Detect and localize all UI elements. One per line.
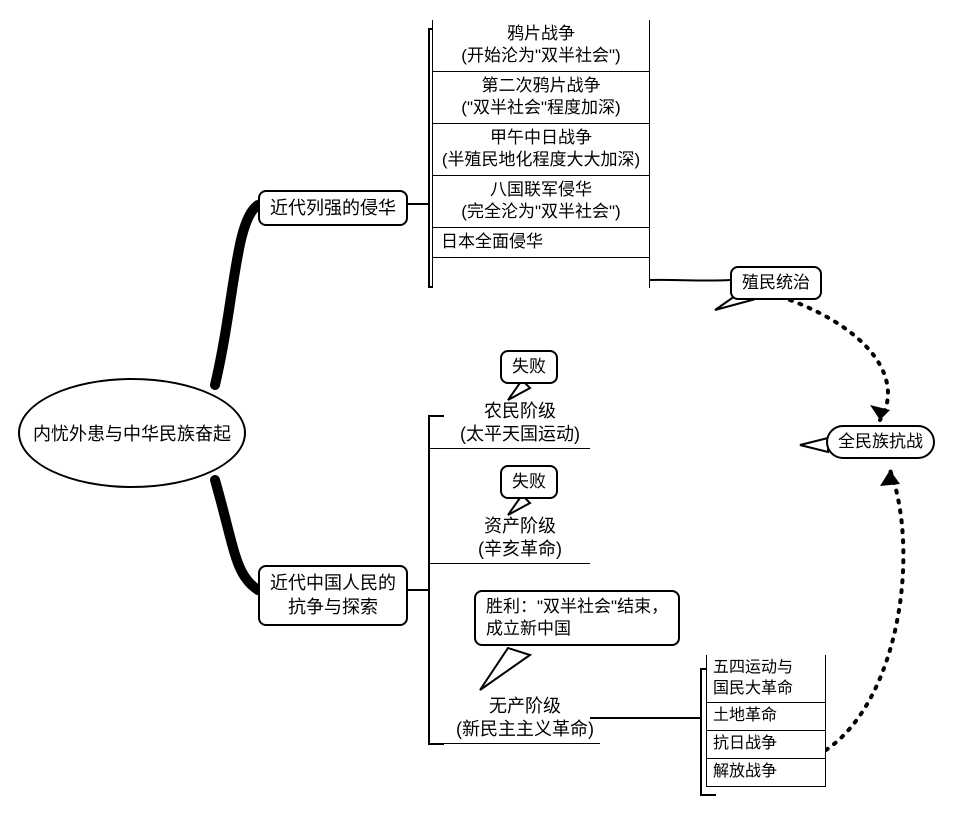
c3-children-bracket — [700, 668, 702, 796]
c3-sub: (新民主主义革命) — [440, 718, 610, 741]
war-5-title: 日本全面侵华 — [441, 232, 543, 251]
resistance-label: 全民族抗战 — [838, 432, 923, 451]
c1-tag: 失败 — [500, 350, 558, 384]
c3-child-1-l1: 五四运动与 — [713, 658, 819, 679]
wars-bracket — [428, 28, 430, 288]
war-1-sub: (开始沦为"双半社会") — [439, 45, 643, 67]
c2-node: 资产阶级 (辛亥革命) — [440, 515, 600, 562]
war-2-sub: ("双半社会"程度加深) — [439, 97, 643, 119]
c3-victory: 胜利："双半社会"结束， 成立新中国 — [474, 590, 680, 646]
branch-struggles-l2: 抗争与探索 — [270, 595, 396, 619]
c3-child-2-label: 土地革命 — [713, 707, 777, 724]
c3-underline — [430, 743, 600, 744]
war-2: 第二次鸦片战争 ("双半社会"程度加深) — [432, 72, 650, 124]
c2-tag: 失败 — [500, 465, 558, 499]
c1-title: 农民阶级 — [440, 400, 600, 423]
war-3: 甲午中日战争 (半殖民地化程度大大加深) — [432, 124, 650, 176]
root-node: 内忧外患与中华民族奋起 — [18, 378, 246, 488]
war-3-title: 甲午中日战争 — [439, 127, 643, 149]
war-tail-blank — [432, 258, 650, 288]
colonial-label: 殖民统治 — [742, 273, 810, 292]
c3-child-4-label: 解放战争 — [713, 763, 777, 780]
branch-struggles-l1: 近代中国人民的 — [270, 571, 396, 595]
c3-victory-l2: 成立新中国 — [486, 618, 668, 640]
c3-victory-l1: 胜利："双半社会"结束， — [486, 596, 668, 618]
war-5: 日本全面侵华 — [432, 228, 650, 258]
c2-sub: (辛亥革命) — [440, 538, 600, 561]
c3-child-4: 解放战争 — [706, 759, 826, 787]
war-3-sub: (半殖民地化程度大大加深) — [439, 149, 643, 171]
resistance-callout: 全民族抗战 — [826, 425, 935, 459]
c2-title: 资产阶级 — [440, 515, 600, 538]
branch-invasions-label: 近代列强的侵华 — [270, 198, 396, 218]
war-4: 八国联军侵华 (完全沦为"双半社会") — [432, 176, 650, 228]
branch-struggles: 近代中国人民的 抗争与探索 — [258, 565, 408, 626]
c1-tag-label: 失败 — [512, 357, 546, 376]
c1-sub: (太平天国运动) — [440, 423, 600, 446]
war-4-title: 八国联军侵华 — [439, 179, 643, 201]
branch-invasions: 近代列强的侵华 — [258, 190, 408, 226]
c3-child-2: 土地革命 — [706, 703, 826, 731]
c3-child-1-l2: 国民大革命 — [713, 679, 819, 700]
c3-child-1: 五四运动与 国民大革命 — [706, 655, 826, 703]
c2-underline — [430, 563, 590, 564]
c3-child-3-label: 抗日战争 — [713, 735, 777, 752]
c1-underline — [430, 448, 590, 449]
c3-title: 无产阶级 — [440, 695, 610, 718]
war-2-title: 第二次鸦片战争 — [439, 75, 643, 97]
war-1: 鸦片战争 (开始沦为"双半社会") — [432, 20, 650, 72]
c3-child-3: 抗日战争 — [706, 731, 826, 759]
c1-node: 农民阶级 (太平天国运动) — [440, 400, 600, 447]
c3-node: 无产阶级 (新民主主义革命) — [440, 695, 610, 742]
colonial-callout: 殖民统治 — [730, 266, 822, 300]
classes-bracket — [428, 415, 430, 745]
c2-tag-label: 失败 — [512, 472, 546, 491]
root-label: 内忧外患与中华民族奋起 — [33, 420, 231, 446]
war-4-sub: (完全沦为"双半社会") — [439, 201, 643, 223]
war-1-title: 鸦片战争 — [439, 23, 643, 45]
